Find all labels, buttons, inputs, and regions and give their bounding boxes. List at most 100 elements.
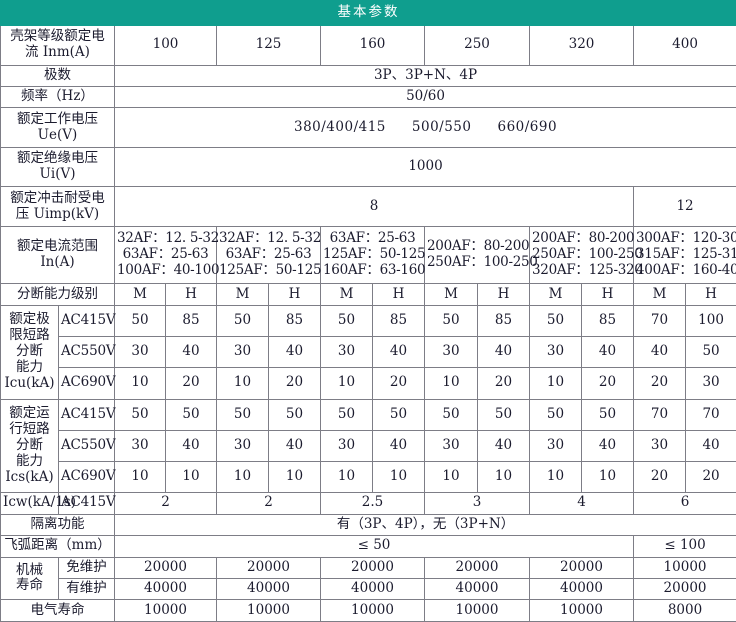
ue-value: 500/550	[411, 118, 472, 135]
ics-value: 10	[477, 460, 530, 494]
ics-value: 50	[529, 398, 582, 431]
current-range-line: 400AF：160-400	[636, 262, 736, 279]
icu-row-ac550v: AC550V 30 40 30 40 30 40 30 40 30 40 40 …	[1, 336, 736, 369]
frame-current-value: 320	[529, 25, 634, 66]
ics-voltage-label: AC550V	[58, 429, 116, 462]
poles-row: 极数 3P、3P+N、4P	[0, 64, 736, 87]
icu-value: 100	[684, 304, 736, 338]
breaking-grade-value: H	[165, 283, 217, 306]
frequency-value: 50/60	[113, 85, 736, 109]
icu-voltage-label: AC415V	[58, 304, 116, 338]
ics-voltage-label: AC690V	[58, 460, 116, 494]
ue-row: 额定工作电压 Ue(V) 380/400/415 500/550 660/690	[0, 107, 736, 148]
breaking-grade-value: H	[372, 283, 425, 306]
current-range-line: 63AF：25-63	[122, 246, 209, 263]
ics-value: 30	[320, 429, 373, 462]
ics-value: 10	[372, 460, 425, 494]
mechanical-life-value: 10000	[632, 556, 736, 579]
current-range-line: 32AF：12. 5-32	[117, 230, 219, 247]
icu-value: 50	[424, 304, 478, 338]
uimp-label-line1: 额定冲击耐受电	[10, 189, 105, 206]
current-range-label-line2: In(A)	[40, 254, 75, 271]
frame-current-label-line2: 流 Inm(A)	[25, 44, 90, 61]
poles-value: 3P、3P+N、4P	[113, 64, 736, 87]
current-range-line: 160AF：63-160	[323, 262, 426, 279]
ics-row-ac415v: 额定运 行短路 分断 能力 Ics(kA) AC415V 50 50 50 50…	[0, 398, 736, 494]
icu-value: 40	[477, 336, 530, 369]
ue-label: 额定工作电压 Ue(V)	[0, 107, 115, 148]
current-range-line: 250AF：100-250	[532, 246, 643, 263]
breaking-grade-value: M	[114, 283, 166, 306]
current-range-line: 100AF：40-100	[117, 262, 220, 279]
uimp-label-line2: 压 Uimp(kV)	[15, 205, 100, 222]
ics-value: 30	[633, 429, 686, 462]
frame-current-row: 壳架等级额定电 流 Inm(A) 100 125 160 250 320 400	[0, 25, 736, 66]
icu-value: 85	[165, 304, 217, 338]
frame-current-value: 400	[632, 25, 736, 66]
current-range-cell: 63AF：25-63 125AF：50-125 160AF：63-160	[320, 225, 426, 285]
arc-distance-value-main: ≤ 50	[114, 535, 634, 558]
current-range-line: 320AF：125-320	[532, 262, 643, 279]
ui-label: 额定绝缘电压 Ui(V)	[0, 146, 115, 188]
frequency-label: 频率（Hz）	[0, 85, 115, 109]
icu-value: 70	[633, 304, 686, 338]
icw-value: 2	[216, 492, 321, 515]
isolation-value: 有（3P、4P），无（3P+N）	[113, 513, 736, 537]
breaking-grade-value: M	[320, 283, 373, 306]
ue-label-line2: Ue(V)	[37, 126, 78, 143]
icu-value: 50	[684, 336, 736, 369]
icu-voltage-label: AC550V	[58, 336, 116, 369]
icu-value: 40	[165, 336, 217, 369]
current-range-cell: 32AF：12. 5-32 63AF：25-63 100AF：40-100	[114, 225, 220, 285]
ics-label-line: 分断	[16, 436, 43, 453]
current-range-cell: 32AF：12. 5-32 63AF：25-63 125AF：50-125	[216, 225, 322, 285]
electrical-life-row: 电气寿命 10000 10000 10000 10000 10000 8000	[0, 599, 736, 622]
icu-row-ac415v: 额定极 限短路 分断 能力 Icu(kA) AC415V 50 85 50 85…	[0, 304, 736, 400]
uimp-row: 额定冲击耐受电 压 Uimp(kV) 8 12	[0, 186, 736, 227]
ics-label-line: 能力	[16, 452, 43, 469]
ics-value: 40	[477, 429, 530, 462]
current-range-cell: 200AF：80-200 250AF：100-250 320AF：125-320	[529, 225, 643, 285]
icu-value: 40	[581, 336, 634, 369]
electrical-life-value: 10000	[424, 599, 530, 622]
mechanical-life-value: 20000	[529, 556, 634, 579]
current-range-line: 63AF：25-63	[329, 230, 416, 247]
current-range-line: 32AF：12. 5-32	[219, 230, 321, 247]
mechanical-life-row-maintained: 有维护 40000 40000 40000 40000 40000 20000	[1, 577, 736, 601]
breaking-grade-value: M	[633, 283, 686, 306]
icu-voltage-label: AC690V	[58, 367, 116, 400]
icu-value: 30	[529, 336, 582, 369]
uimp-value-last: 12	[632, 186, 736, 227]
isolation-label: 隔离功能	[0, 513, 115, 537]
icu-value: 20	[581, 367, 634, 400]
icu-value: 20	[165, 367, 217, 400]
isolation-row: 隔离功能 有（3P、4P），无（3P+N）	[0, 513, 736, 537]
mechanical-life-type: 有维护	[58, 577, 115, 601]
mechanical-life-label: 机械 寿命	[0, 556, 59, 601]
arc-distance-label: 飞弧距离（mm）	[0, 535, 115, 558]
ue-label-line1: 额定工作电压	[17, 110, 98, 127]
ics-value: 50	[424, 398, 478, 431]
breaking-grade-value: M	[529, 283, 582, 306]
icu-value: 85	[372, 304, 425, 338]
icu-label-line: 限短路	[9, 327, 50, 344]
ics-value: 10	[165, 460, 217, 494]
mechanical-life-value: 20000	[216, 556, 321, 579]
icu-label: 额定极 限短路 分断 能力 Icu(kA)	[0, 304, 59, 400]
ics-value: 30	[216, 429, 269, 462]
electrical-life-value: 10000	[320, 599, 425, 622]
icu-value: 20	[633, 367, 686, 400]
table-title-row: 基本参数	[0, 0, 736, 26]
mechanical-life-value: 40000	[320, 577, 425, 601]
ue-values: 380/400/415 500/550 660/690	[113, 107, 736, 148]
icu-value: 85	[581, 304, 634, 338]
icu-value: 10	[320, 367, 373, 400]
mechanical-life-value: 40000	[216, 577, 321, 601]
current-range-line: 200AF：80-200	[532, 230, 635, 247]
electrical-life-value: 10000	[529, 599, 634, 622]
frame-current-value: 250	[424, 25, 530, 66]
ics-value: 50	[216, 398, 269, 431]
icu-value: 40	[633, 336, 686, 369]
arc-distance-row: 飞弧距离（mm） ≤ 50 ≤ 100	[0, 535, 736, 558]
